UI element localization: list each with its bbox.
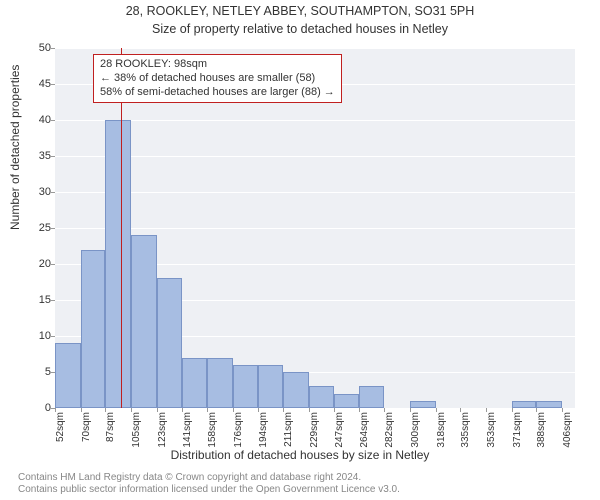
y-tick-label: 10 (27, 330, 51, 342)
histogram-bar (410, 401, 436, 408)
y-tick-label: 0 (27, 402, 51, 414)
y-tick-label: 40 (27, 114, 51, 126)
x-tick-label: 176sqm (233, 412, 244, 448)
histogram-bar (55, 343, 81, 408)
y-tick-mark (51, 48, 55, 49)
histogram-bar (309, 386, 335, 408)
y-tick-mark (51, 156, 55, 157)
histogram-bar (131, 235, 157, 408)
x-axis-label: Distribution of detached houses by size … (0, 448, 600, 462)
x-tick-label: 158sqm (207, 412, 218, 448)
y-tick-label: 35 (27, 150, 51, 162)
histogram-bar (157, 278, 183, 408)
x-tick-label: 300sqm (410, 412, 421, 448)
y-tick-label: 15 (27, 294, 51, 306)
grid-line (55, 48, 575, 49)
callout-box: 28 ROOKLEY: 98sqm← 38% of detached house… (93, 54, 342, 103)
x-tick-label: 52sqm (55, 412, 66, 442)
histogram-bar (536, 401, 562, 408)
x-tick-label: 194sqm (258, 412, 269, 448)
y-tick-mark (51, 228, 55, 229)
histogram-bar (233, 365, 259, 408)
grid-line (55, 228, 575, 229)
chart-plot-area: 0510152025303540455052sqm70sqm87sqm105sq… (55, 48, 575, 408)
y-tick-label: 45 (27, 78, 51, 90)
y-tick-mark (51, 192, 55, 193)
chart-subtitle: Size of property relative to detached ho… (0, 22, 600, 36)
grid-line (55, 192, 575, 193)
x-tick-label: 371sqm (512, 412, 523, 448)
histogram-bar (334, 394, 358, 408)
x-tick-label: 335sqm (460, 412, 471, 448)
x-tick-label: 105sqm (131, 412, 142, 448)
callout-line: ← 38% of detached houses are smaller (58… (100, 72, 335, 86)
histogram-bar (207, 358, 233, 408)
histogram-bar (182, 358, 206, 408)
footer-line-2: Contains public sector information licen… (18, 484, 400, 496)
x-tick-label: 388sqm (536, 412, 547, 448)
callout-line: 28 ROOKLEY: 98sqm (100, 58, 335, 72)
x-tick-label: 87sqm (105, 412, 116, 442)
y-tick-mark (51, 120, 55, 121)
footer-line-1: Contains HM Land Registry data © Crown c… (18, 472, 400, 484)
callout-line: 58% of semi-detached houses are larger (… (100, 86, 335, 100)
y-tick-mark (51, 264, 55, 265)
histogram-bar (283, 372, 309, 408)
grid-line (55, 408, 575, 409)
histogram-bar (105, 120, 131, 408)
y-tick-label: 50 (27, 42, 51, 54)
y-tick-mark (51, 84, 55, 85)
x-tick-label: 406sqm (562, 412, 573, 448)
x-tick-label: 282sqm (384, 412, 395, 448)
y-tick-label: 25 (27, 222, 51, 234)
grid-line (55, 120, 575, 121)
x-tick-label: 141sqm (182, 412, 193, 448)
histogram-bar (359, 386, 385, 408)
y-tick-label: 5 (27, 366, 51, 378)
y-tick-mark (51, 336, 55, 337)
y-tick-label: 20 (27, 258, 51, 270)
footer-attribution: Contains HM Land Registry data © Crown c… (18, 472, 400, 496)
y-tick-mark (51, 300, 55, 301)
x-tick-label: 211sqm (283, 412, 294, 447)
x-tick-label: 123sqm (157, 412, 168, 448)
x-tick-label: 70sqm (81, 412, 92, 442)
y-tick-label: 30 (27, 186, 51, 198)
histogram-bar (81, 250, 105, 408)
grid-line (55, 156, 575, 157)
x-tick-label: 264sqm (359, 412, 370, 448)
chart-title: 28, ROOKLEY, NETLEY ABBEY, SOUTHAMPTON, … (0, 4, 600, 18)
y-axis-label: Number of detached properties (8, 65, 22, 230)
histogram-bar (258, 365, 282, 408)
x-tick-label: 229sqm (309, 412, 320, 448)
histogram-bar (512, 401, 536, 408)
x-tick-label: 318sqm (436, 412, 447, 448)
x-tick-label: 353sqm (486, 412, 497, 448)
x-tick-label: 247sqm (334, 412, 345, 448)
